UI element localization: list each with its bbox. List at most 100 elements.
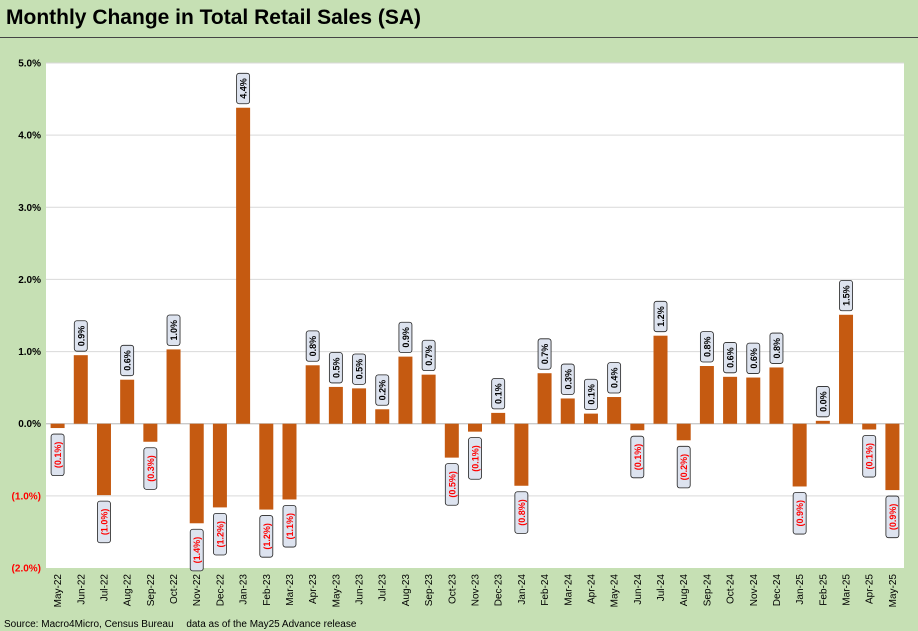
data-label-text: (0.1%): [633, 444, 643, 471]
x-tick-label: Jun-22: [76, 574, 87, 605]
data-label-text: (0.2%): [679, 454, 689, 481]
data-label-text: 1.0%: [169, 320, 179, 341]
data-label-text: 0.8%: [772, 338, 782, 359]
y-tick-label: 2.0%: [18, 275, 41, 286]
data-label-box: [213, 513, 227, 556]
data-label-box: [676, 445, 691, 489]
data-label-text: (0.9%): [888, 504, 898, 531]
data-label: (0.1%): [630, 435, 645, 479]
bar: [328, 386, 343, 424]
data-label-box: [421, 339, 436, 372]
data-label-text: 0.8%: [308, 336, 318, 357]
data-label-text: 0.1%: [586, 384, 596, 405]
x-tick-label: Sep-23: [424, 574, 435, 607]
bar: [560, 398, 575, 424]
bar: [676, 423, 691, 441]
data-label-text: (0.9%): [795, 500, 805, 527]
data-label-box: [584, 378, 598, 411]
data-label-box: [514, 491, 529, 534]
x-tick-label: Jun-23: [355, 574, 366, 605]
bar: [769, 367, 784, 424]
y-tick-label: 5.0%: [18, 59, 41, 70]
data-label: 0.6%: [746, 342, 761, 374]
bar: [236, 107, 251, 424]
data-label-box: [653, 300, 668, 333]
data-label-text: (1.2%): [262, 523, 272, 550]
data-label: 0.1%: [491, 378, 506, 410]
data-label: 0.8%: [305, 330, 320, 362]
bar: [166, 349, 181, 424]
x-tick-label: Mar-23: [285, 574, 296, 606]
x-tick-label: Aug-22: [123, 574, 134, 607]
data-label-text: (1.1%): [285, 513, 295, 540]
data-label-text: 0.4%: [610, 368, 620, 389]
data-label-box: [792, 492, 807, 535]
data-label: (0.9%): [792, 492, 807, 535]
x-tick-label: Dec-23: [494, 574, 505, 607]
data-label: 0.7%: [537, 338, 552, 370]
data-label: (1.2%): [259, 515, 274, 558]
x-tick-label: Jun-24: [633, 574, 644, 605]
data-label: 0.6%: [120, 344, 135, 377]
x-tick-label: Nov-22: [192, 574, 203, 607]
data-label-box: [723, 342, 737, 374]
bar: [375, 409, 390, 424]
x-tick-label: Feb-23: [262, 574, 273, 606]
bar: [653, 335, 668, 424]
data-label: 0.2%: [375, 374, 390, 406]
data-label-box: [120, 344, 135, 377]
bar: [421, 374, 436, 424]
source-note: data as of the May25 Advance release: [186, 619, 357, 630]
chart-title: Monthly Change in Total Retail Sales (SA…: [6, 6, 421, 29]
data-label: (0.1%): [50, 433, 65, 477]
data-label-text: (1.4%): [192, 537, 202, 564]
y-tick-label: (2.0%): [12, 564, 41, 575]
data-label: 1.2%: [653, 300, 668, 333]
bar: [282, 423, 297, 500]
data-label-box: [862, 435, 877, 478]
data-label: (0.9%): [885, 495, 900, 539]
bar: [491, 412, 506, 424]
y-tick-label: 0.0%: [18, 419, 41, 430]
data-label: (1.1%): [282, 505, 297, 548]
data-label-text: (1.0%): [99, 509, 109, 536]
x-tick-label: Oct-22: [169, 574, 180, 604]
data-label-text: 0.0%: [818, 391, 828, 412]
data-label-text: 0.6%: [749, 348, 759, 369]
x-tick-label: Mar-25: [842, 574, 853, 606]
x-tick-label: Jan-24: [517, 574, 528, 605]
data-label-box: [607, 362, 622, 394]
bar: [746, 377, 761, 424]
bar: [607, 397, 622, 424]
data-label-box: [143, 447, 158, 490]
bar: [630, 423, 645, 431]
data-label: 0.4%: [607, 362, 622, 394]
data-label-text: 0.6%: [726, 347, 736, 368]
data-label-box: [352, 353, 366, 385]
data-label-text: 0.9%: [401, 327, 411, 348]
data-label: 0.6%: [723, 342, 737, 374]
bar: [699, 366, 714, 424]
data-label: 0.8%: [769, 332, 784, 364]
data-label-text: 1.2%: [656, 306, 666, 327]
data-label-text: (0.3%): [146, 455, 156, 482]
data-label: 0.0%: [815, 386, 830, 418]
data-label: (1.0%): [97, 500, 111, 544]
data-label: 0.8%: [699, 331, 714, 363]
x-tick-label: Jul-23: [378, 574, 389, 602]
data-label-text: 0.1%: [494, 383, 504, 404]
bar: [189, 423, 204, 524]
data-label-text: 0.7%: [540, 344, 550, 365]
source-footer: Source: Macro4Micro, Census Bureau data …: [4, 619, 356, 630]
bar: [96, 423, 111, 496]
bar: [723, 376, 738, 424]
x-tick-label: May-25: [888, 574, 899, 608]
data-label-text: (0.5%): [447, 471, 457, 498]
x-tick-label: Dec-24: [772, 574, 783, 607]
x-tick-label: Sep-24: [702, 574, 713, 607]
y-tick-label: (1.0%): [12, 491, 41, 502]
data-label-text: 4.4%: [239, 78, 249, 99]
bar: [862, 423, 877, 430]
data-label-text: 0.5%: [355, 359, 365, 380]
data-label-box: [560, 363, 575, 395]
